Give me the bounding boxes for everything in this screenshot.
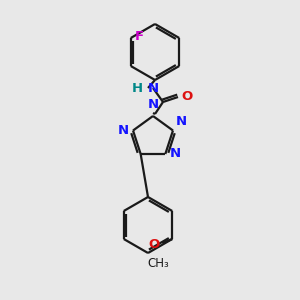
Text: H: H: [132, 82, 143, 94]
Text: N: N: [118, 124, 129, 137]
Text: N: N: [148, 82, 159, 94]
Text: CH₃: CH₃: [147, 257, 169, 270]
Text: N: N: [147, 98, 159, 111]
Text: N: N: [169, 148, 181, 160]
Text: N: N: [176, 115, 187, 128]
Text: O: O: [148, 238, 159, 251]
Text: F: F: [135, 31, 144, 44]
Text: O: O: [181, 89, 192, 103]
